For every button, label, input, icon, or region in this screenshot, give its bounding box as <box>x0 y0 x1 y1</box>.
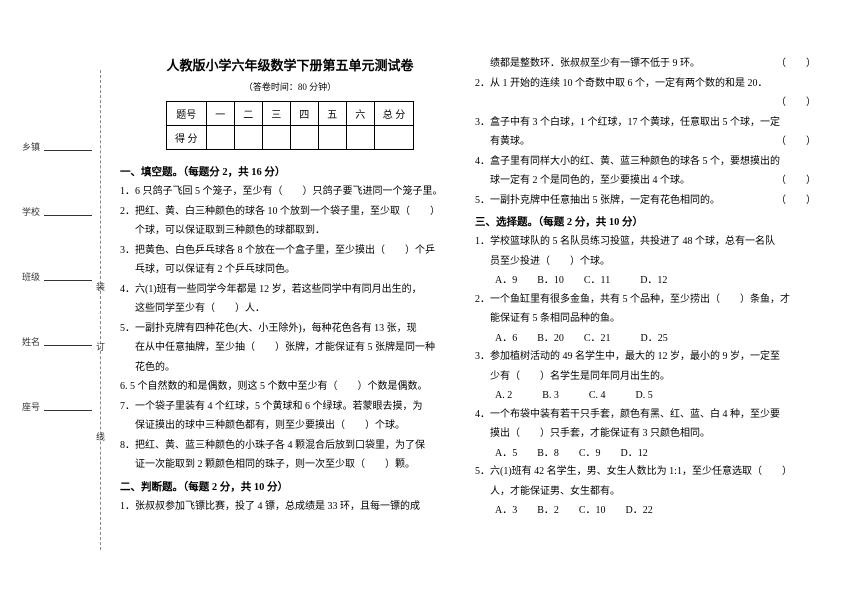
margin-line <box>44 280 92 281</box>
margin-label-township: 乡镇 <box>22 140 40 153</box>
cell: 四 <box>290 102 318 126</box>
section-2-heading: 二、判断题。（每题 2 分，共 10 分） <box>120 479 460 494</box>
cut-label-2: 订 <box>96 340 105 353</box>
q3-2a: 2．一个鱼缸里有很多金鱼，共有 5 个品种，至少捞出（ ）条鱼，才 <box>475 291 820 310</box>
exam-title: 人教版小学六年级数学下册第五单元测试卷 <box>120 55 460 74</box>
score-table: 题号 一 二 三 四 五 六 总 分 得 分 <box>166 101 415 150</box>
q1-1: 1．6 只鸽子飞回 5 个笼子，至少有（ ）只鸽子要飞进同一个笼子里。 <box>120 183 460 202</box>
q2-5: 5．一副扑克牌中任意抽出 5 张牌，一定有花色相同的。 （ ） <box>475 192 820 211</box>
table-row: 题号 一 二 三 四 五 六 总 分 <box>166 102 414 126</box>
q1-4b: 这些同学至少有（ ）人． <box>120 300 460 319</box>
q1-5c: 花色的。 <box>120 359 460 378</box>
q3-4b: 摸出（ ）只手套，才能保证有 3 只颜色相同。 <box>475 425 820 444</box>
judge-paren: （ ） <box>776 55 816 74</box>
q3-4-opts: A．5 B．8 C．9 D．12 <box>475 445 820 464</box>
margin-line <box>44 215 92 216</box>
q3-1-opts: A．9 B．10 C．11 D．12 <box>475 272 820 291</box>
margin-line <box>44 410 92 411</box>
cell: 一 <box>206 102 234 126</box>
q1-2b: 个球，可以保证取到三种颜色的球都取到． <box>120 222 460 241</box>
cell-label: 题号 <box>166 102 206 126</box>
margin-line <box>44 345 92 346</box>
exam-subtitle: （答卷时间：80 分钟） <box>120 80 460 93</box>
q3-5b: 人，才能保证男、女生都有。 <box>475 483 820 502</box>
cell: 六 <box>346 102 374 126</box>
cell <box>346 126 374 150</box>
q3-2b: 能保证有 5 条相同品种的鱼。 <box>475 310 820 329</box>
judge-paren: （ ） <box>787 192 816 211</box>
cut-line <box>100 70 101 550</box>
cell <box>318 126 346 150</box>
q2-2: 2．从 1 开始的连续 10 个奇数中取 6 个，一定有两个数的和是 20． <box>475 75 820 94</box>
cell: 五 <box>318 102 346 126</box>
section-1-heading: 一、填空题。（每题分 2，共 16 分） <box>120 164 460 179</box>
q3-2-opts: A．6 B．20 C．21 D．25 <box>475 330 820 349</box>
cell: 三 <box>262 102 290 126</box>
cut-label-3: 线 <box>96 430 105 443</box>
q1-7b: 保证摸出的球中三种颜色都有，则至少要摸出（ ）个球。 <box>120 417 460 436</box>
q2-2p: （ ） <box>475 94 820 113</box>
left-column: 人教版小学六年级数学下册第五单元测试卷 （答卷时间：80 分钟） 题号 一 二 … <box>120 55 460 585</box>
cell <box>234 126 262 150</box>
q2-4a: 4．盒子里有同样大小的红、黄、蓝三种颜色的球各 5 个，要想摸出的 <box>475 153 820 172</box>
cell: 总 分 <box>374 102 414 126</box>
text: 绩都是整数环．张叔叔至少有一镖不低于 9 环。 <box>490 58 700 69</box>
q1-3a: 3．把黄色、白色乒乓球各 8 个放在一个盒子里，至少摸出（ ）个乒 <box>120 242 460 261</box>
cell <box>374 126 414 150</box>
q3-4a: 4．一个布袋中装有若干只手套，颜色有黑、红、蓝、白 4 种，至少要 <box>475 406 820 425</box>
q3-1a: 1．学校篮球队的 5 名队员练习投篮，共投进了 48 个球，总有一名队 <box>475 233 820 252</box>
margin-label-seat: 座号 <box>22 400 40 413</box>
section-3-heading: 三、选择题。（每题 2 分，共 10 分） <box>475 214 820 229</box>
cell <box>290 126 318 150</box>
cell <box>262 126 290 150</box>
q1-6: 6. 5 个自然数的和是偶数，则这 5 个数中至少有（ ）个数是偶数。 <box>120 378 460 397</box>
right-column: 绩都是整数环．张叔叔至少有一镖不低于 9 环。 （ ） 2．从 1 开始的连续 1… <box>475 55 820 585</box>
cell-label: 得 分 <box>166 126 206 150</box>
text: 球一定有 2 个是同色的，至少要摸出 4 个球。 <box>490 175 690 186</box>
text: 有黄球。 <box>490 136 530 147</box>
q1-8b: 证一次能取到 2 颗颜色相同的珠子，则一次至少取（ ）颗。 <box>120 456 460 475</box>
cell <box>206 126 234 150</box>
q1-2a: 2．把红、黄、白三种颜色的球各 10 个放到一个袋子里，至少取（ ） <box>120 203 460 222</box>
margin-label-name: 姓名 <box>22 335 40 348</box>
q1-7a: 7．一个袋子里装有 4 个红球，5 个黄球和 6 个绿球。若蒙眼去摸，为 <box>120 398 460 417</box>
q1-3b: 乓球，可以保证有 2 个乒乓球同色。 <box>120 261 460 280</box>
binding-margin: 乡镇 学校 班级 姓名 座号 装 订 线 <box>0 0 110 608</box>
q1-5a: 5．一副扑克牌有四种花色(大、小王除外)，每种花色各有 13 张，现 <box>120 320 460 339</box>
judge-paren: （ ） <box>776 94 816 113</box>
table-row: 得 分 <box>166 126 414 150</box>
q3-3-opts: A. 2 B. 3 C. 4 D. 5 <box>475 387 820 406</box>
margin-label-class: 班级 <box>22 270 40 283</box>
judge-paren: （ ） <box>776 172 816 191</box>
margin-line <box>44 150 92 151</box>
q1-5b: 在从中任意抽牌，至少抽（ ）张牌，才能保证有 5 张牌是同一种 <box>120 339 460 358</box>
judge-paren: （ ） <box>776 133 816 152</box>
text: 5．一副扑克牌中任意抽出 5 张牌，一定有花色相同的。 <box>475 195 720 206</box>
q2-3b: 有黄球。 （ ） <box>475 133 820 152</box>
cut-label-1: 装 <box>96 280 105 293</box>
q3-3a: 3．参加植树活动的 49 名学生中，最大的 12 岁，最小的 9 岁，一定至 <box>475 348 820 367</box>
q2-1b: 绩都是整数环．张叔叔至少有一镖不低于 9 环。 （ ） <box>475 55 820 74</box>
q2-3a: 3．盒子中有 3 个白球，1 个红球，17 个黄球，任意取出 5 个球，一定 <box>475 114 820 133</box>
q1-4a: 4．六(1)班有一些同学今年都是 12 岁，若这些同学中有同月出生的， <box>120 281 460 300</box>
q2-4b: 球一定有 2 个是同色的，至少要摸出 4 个球。 （ ） <box>475 172 820 191</box>
q3-3b: 少有（ ）名学生是同年同月出生的。 <box>475 368 820 387</box>
margin-label-school: 学校 <box>22 205 40 218</box>
q3-1b: 员至少投进（ ）个球。 <box>475 253 820 272</box>
q1-8a: 8．把红、黄、蓝三种颜色的小珠子各 4 颗混合后放到口袋里，为了保 <box>120 437 460 456</box>
q2-1a: 1．张叔叔参加飞镖比赛，投了 4 镖，总成绩是 33 环，且每一镖的成 <box>120 498 460 517</box>
cell: 二 <box>234 102 262 126</box>
q3-5-opts: A．3 B．2 C．10 D．22 <box>475 502 820 521</box>
q3-5a: 5．六(1)班有 42 名学生，男、女生人数比为 1:1，至少任意选取（ ） <box>475 463 820 482</box>
